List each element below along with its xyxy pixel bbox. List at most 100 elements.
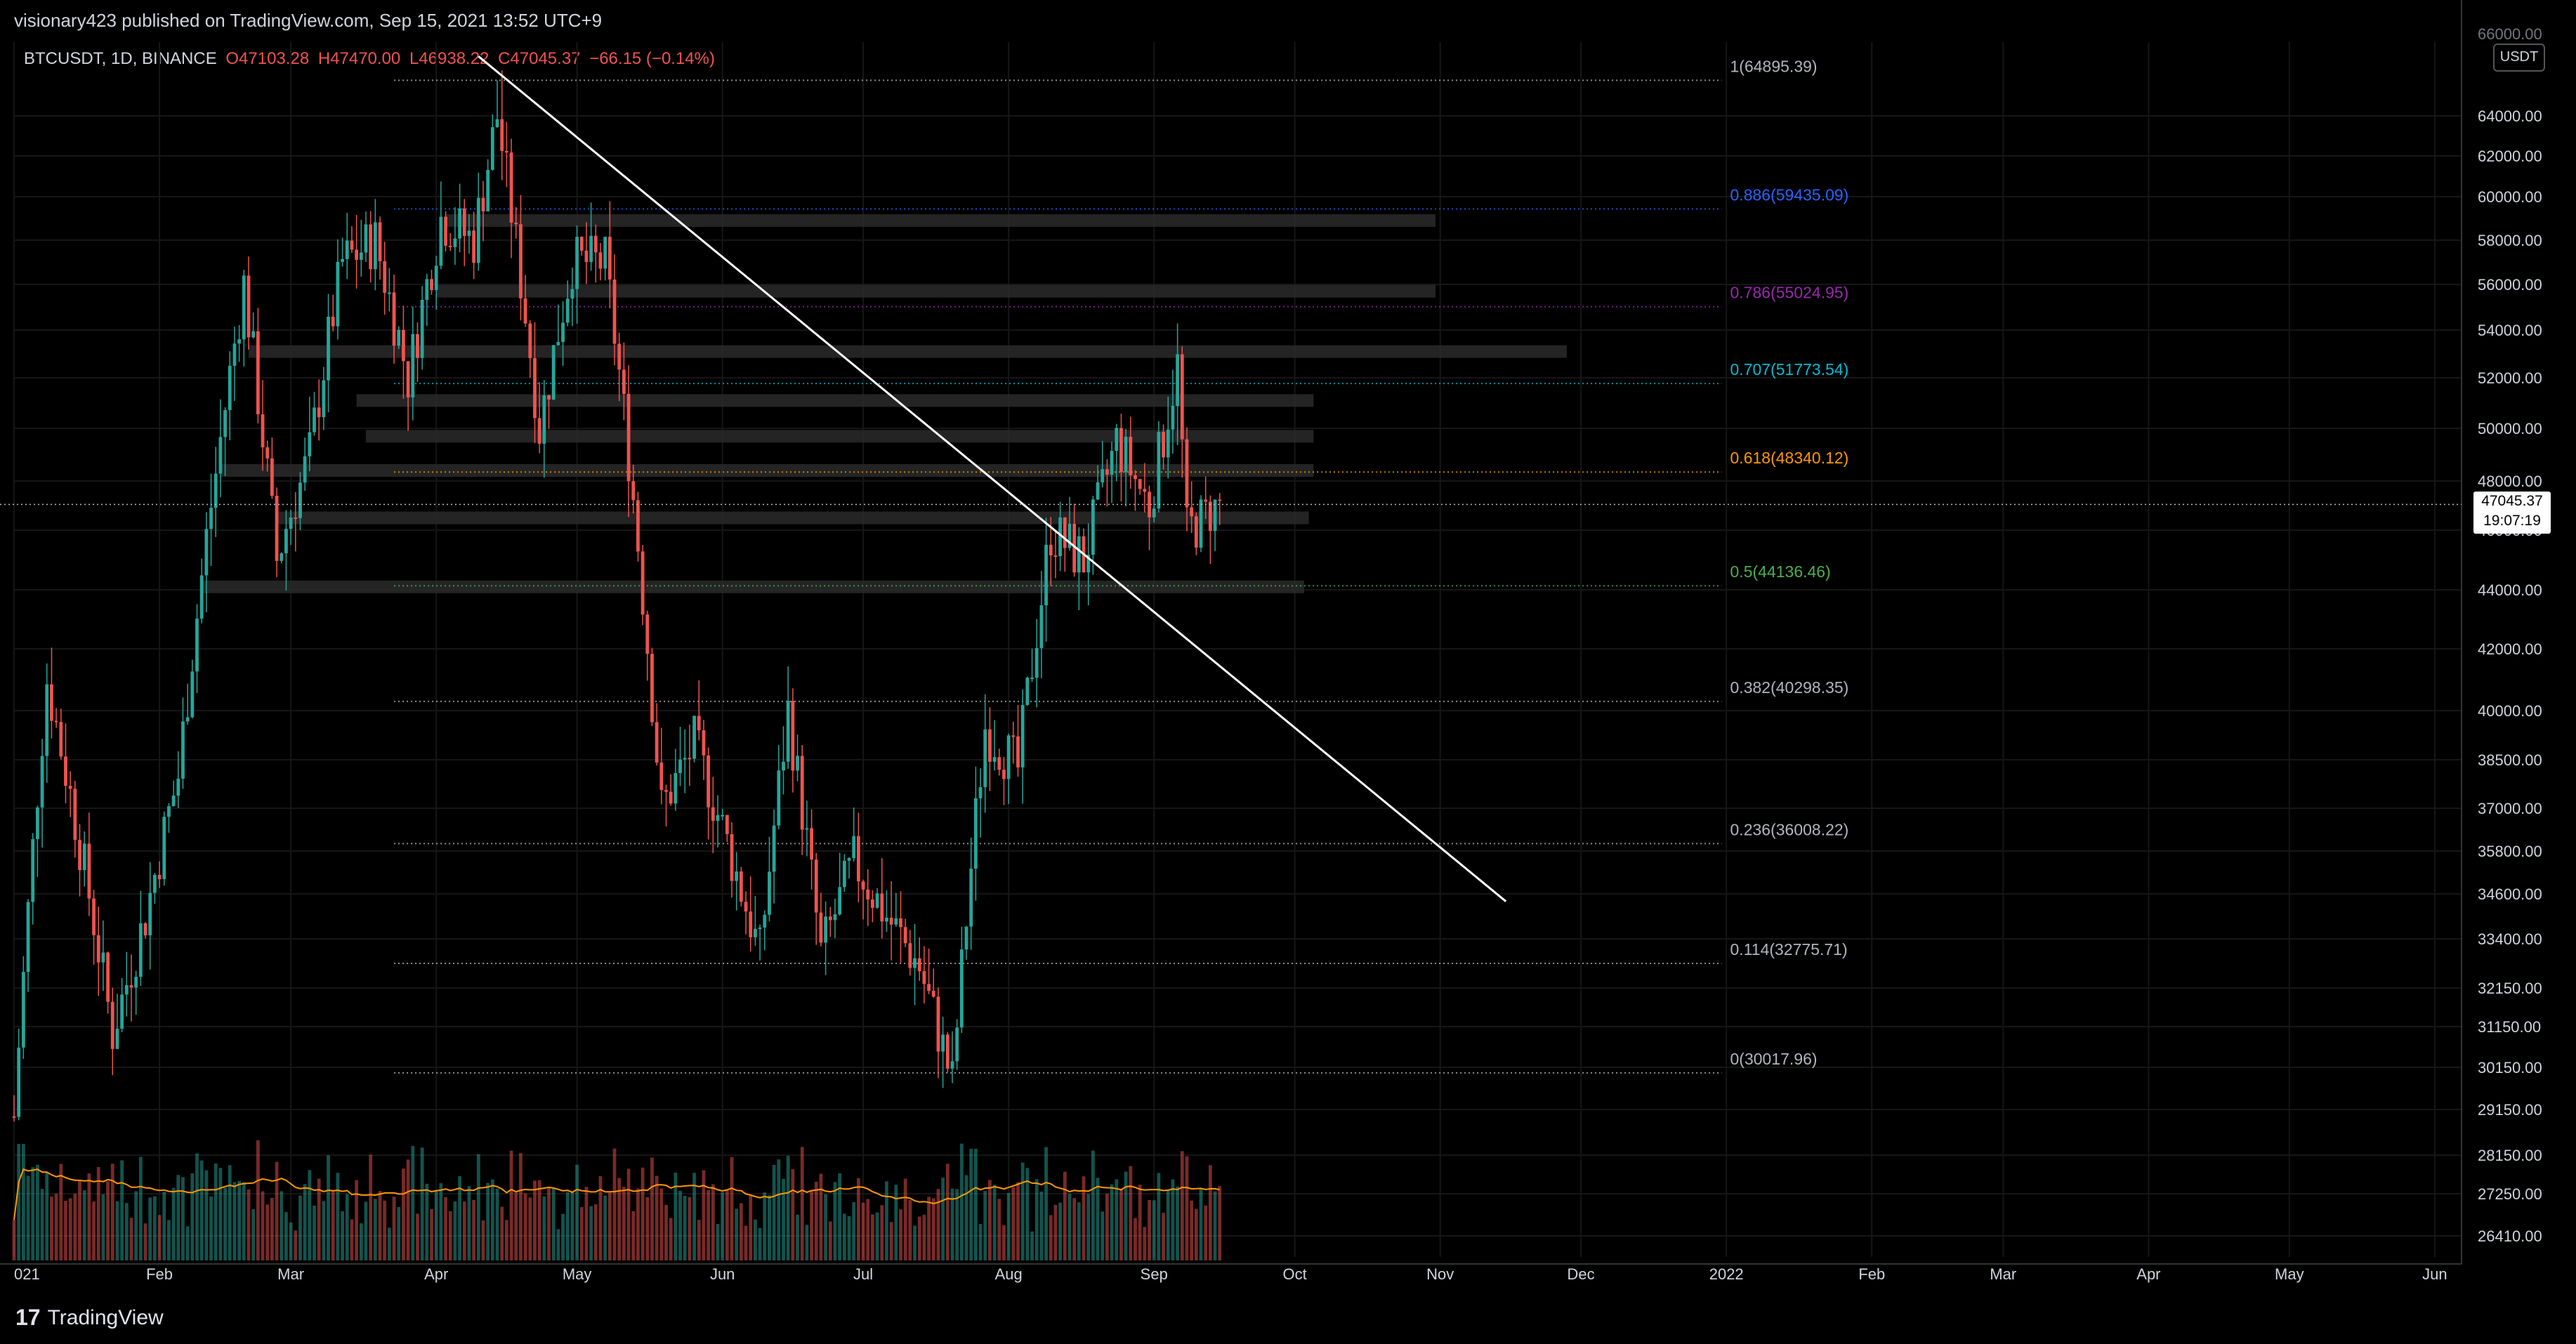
candle-body [758,927,762,929]
volume-bar [31,1167,35,1260]
volume-bar [251,1208,256,1260]
volume-bar [383,1200,387,1260]
volume-bar [303,1184,307,1260]
time-label: Jun [710,1265,735,1283]
candle-body [917,958,921,972]
volume-bar [650,1157,654,1260]
volume-bar [1148,1199,1151,1260]
volume-bar [974,1148,978,1260]
volume-bar [50,1197,53,1260]
candle-body [190,671,195,718]
volume-bar [341,1211,344,1260]
candle-body [959,949,964,1028]
price-label: 34600.00 [2478,885,2542,903]
volume-bar [472,1199,476,1260]
volume-bar [1194,1208,1198,1260]
volume-bar [1129,1166,1133,1260]
time-label: Dec [1568,1265,1595,1283]
volume-bar [945,1164,949,1260]
candle-body [730,834,734,881]
low-value: L46938.22 [409,49,489,68]
candle-body [228,365,232,411]
candle-body [1129,436,1133,475]
candle-body [199,575,204,619]
volume-bar [1209,1165,1212,1260]
symbol-name[interactable]: BTCUSDT, 1D, BINANCE [24,49,217,68]
candle-body [556,341,560,345]
volume-bar [749,1195,753,1260]
volume-bar [185,1226,190,1260]
volume-bar [425,1183,429,1260]
candle-body [101,952,105,963]
volume-bar [439,1182,443,1260]
currency-badge[interactable]: USDT [2493,44,2545,72]
candle-body [974,798,978,869]
candle-body [232,343,237,366]
volume-bar [82,1190,86,1260]
candle-body [542,395,546,444]
candle-body [331,317,335,327]
volume-bar [542,1196,546,1260]
candle-body [458,208,461,239]
candle-body [213,473,218,508]
footer-brand[interactable]: 17 TradingView [15,1305,164,1331]
price-label: 52000.00 [2478,369,2542,387]
volume-bar [992,1185,997,1260]
candle-body [45,684,49,756]
price-label: 27250.00 [2478,1185,2542,1203]
candle-body [716,815,720,821]
volume-bar [345,1194,349,1260]
candle-body [439,216,443,266]
volume-bar [889,1222,893,1260]
publish-info: visionary423 published on TradingView.co… [14,10,603,31]
candle-body [265,447,270,459]
volume-bar [969,1148,973,1260]
time-label: Mar [1990,1265,2016,1283]
candle-body [782,761,785,771]
candle-body [997,757,1001,770]
candle-body [1110,451,1114,475]
candle-body [313,407,316,433]
volume-bar [707,1190,711,1260]
volume-bar [758,1227,762,1260]
volume-bar [199,1160,204,1260]
candle-body [589,235,593,263]
sr-zone [436,284,1436,298]
candle-body [73,789,77,841]
candle-body [988,729,992,762]
volume-bar [640,1167,645,1260]
volume-bar [509,1150,513,1260]
volume-bar [331,1191,335,1260]
volume-bar [96,1166,100,1260]
candle-body [185,717,190,722]
volume-bar [92,1201,96,1260]
candle-body [294,517,298,519]
volume-bar [584,1187,589,1260]
time-label: Jul [853,1265,873,1283]
candle-body [416,334,419,358]
volume-bar [280,1191,284,1260]
volume-bar [138,1157,143,1260]
candle-body [1124,436,1128,473]
candle-body [593,235,598,253]
candle-body [430,279,433,291]
candle-body [383,261,387,293]
candle-body [711,807,715,821]
candle-body [64,756,67,786]
candle-body [936,996,940,1052]
candle-body [406,361,410,398]
volume-bar [612,1148,617,1260]
countdown-timer: 19:07:19 [2483,513,2541,529]
candle-body [697,716,701,731]
candle-body [570,289,574,299]
volume-bar [514,1192,518,1260]
candle-body [1086,554,1091,573]
candle-body [537,418,541,444]
candle-body [899,918,902,928]
candle-body [964,926,968,950]
candle-body [388,292,391,294]
candle-body [777,770,781,826]
volume-bar [622,1187,626,1260]
candle-body [1091,499,1095,555]
